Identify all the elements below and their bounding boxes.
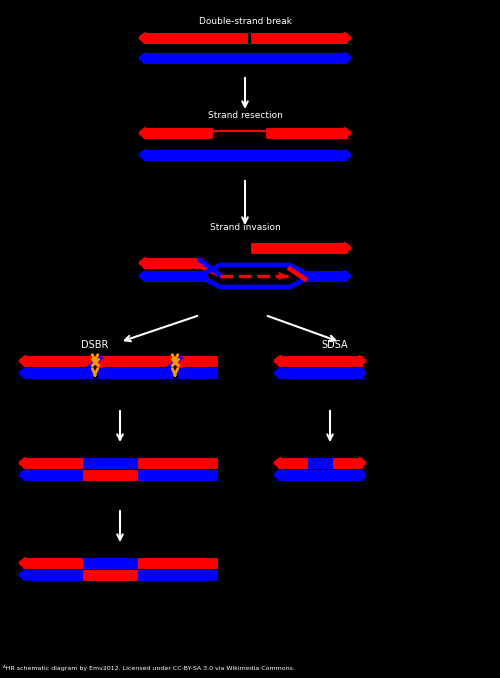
- Text: SDSA: SDSA: [322, 340, 348, 350]
- Text: Strand resection: Strand resection: [208, 111, 282, 119]
- Text: ᴬHR schematic diagram by Emv2012. Licensed under CC-BY-SA 3.0 via Wikimedia Comm: ᴬHR schematic diagram by Emv2012. Licens…: [3, 665, 295, 671]
- Text: Strand invasion: Strand invasion: [210, 224, 280, 233]
- Text: DSBR: DSBR: [82, 340, 108, 350]
- Text: Double-strand break: Double-strand break: [198, 18, 292, 26]
